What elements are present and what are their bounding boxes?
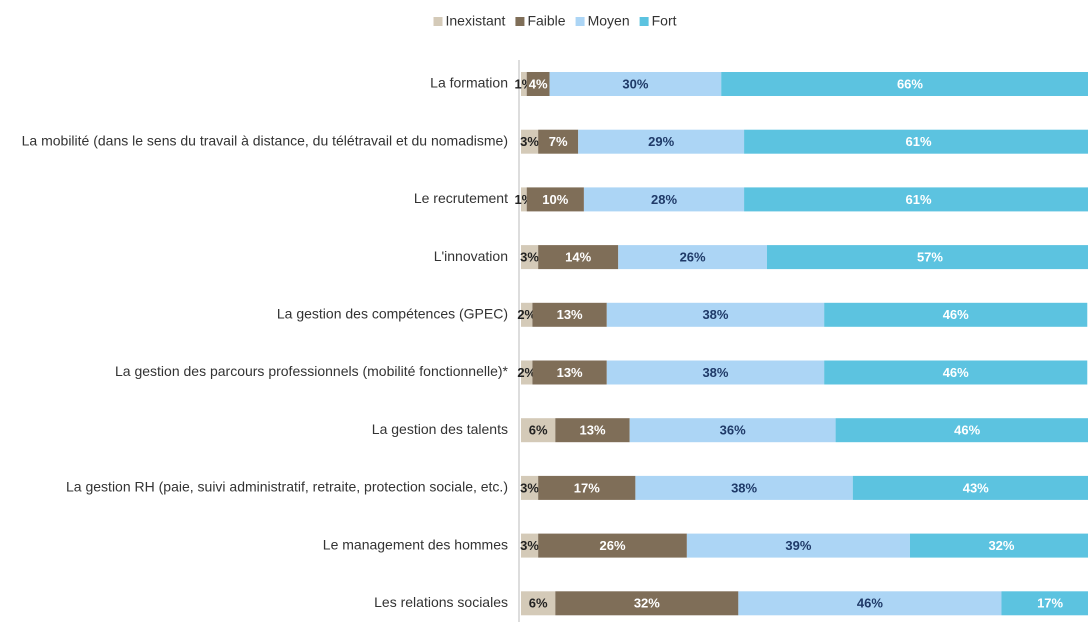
bar-segment xyxy=(555,418,630,443)
legend-swatch xyxy=(515,17,525,26)
value-label: 38% xyxy=(702,365,728,380)
legend-swatch xyxy=(639,17,649,26)
category-label: La gestion RH (paie, suivi administratif… xyxy=(66,479,508,495)
bar-segment xyxy=(583,187,745,212)
value-label: 2% xyxy=(517,365,536,380)
value-label: 7% xyxy=(549,134,568,149)
value-label: 46% xyxy=(943,365,969,380)
category-label: La gestion des talents xyxy=(372,421,508,437)
value-label: 17% xyxy=(1037,596,1063,611)
category-label: La gestion des compétences (GPEC) xyxy=(277,306,508,322)
value-label: 30% xyxy=(622,76,648,91)
bar-segment xyxy=(521,187,527,212)
value-label: 26% xyxy=(680,250,706,265)
value-label: 46% xyxy=(857,596,883,611)
bar-segment xyxy=(909,533,1088,558)
value-label: 2% xyxy=(517,307,536,322)
bar-segment xyxy=(824,360,1088,385)
value-label: 6% xyxy=(529,423,548,438)
category-label: L'innovation xyxy=(434,248,508,264)
value-label: 39% xyxy=(785,538,811,553)
value-label: 4% xyxy=(529,76,548,91)
category-label: Le management des hommes xyxy=(323,536,508,552)
bar-segment xyxy=(721,72,1088,96)
value-label: 46% xyxy=(954,423,980,438)
bar-segment xyxy=(824,302,1088,327)
bar-segment xyxy=(629,418,836,443)
bar-segment xyxy=(521,475,539,500)
value-label: 6% xyxy=(529,596,548,611)
category-label: La mobilité (dans le sens du travail à d… xyxy=(22,132,508,148)
category-label: La formation xyxy=(430,75,508,91)
bar-segment xyxy=(606,360,825,385)
bar-segment xyxy=(526,72,550,96)
value-label: 57% xyxy=(917,250,943,265)
bar-segment xyxy=(744,129,1088,154)
value-label: 61% xyxy=(906,134,932,149)
value-label: 38% xyxy=(702,307,728,322)
bar-segment xyxy=(538,475,636,500)
value-label: 66% xyxy=(897,76,923,91)
legend-label: Inexistant xyxy=(446,13,506,29)
bar-segment xyxy=(521,360,533,385)
bar-segment xyxy=(618,245,767,270)
category-label: Le recrutement xyxy=(414,190,508,206)
value-label: 46% xyxy=(943,307,969,322)
value-label: 14% xyxy=(565,250,591,265)
value-label: 38% xyxy=(731,480,757,495)
bar-segment xyxy=(521,245,539,270)
bar-segment xyxy=(521,129,539,154)
value-label: 26% xyxy=(600,538,626,553)
value-label: 28% xyxy=(651,192,677,207)
bar-segment xyxy=(538,245,619,270)
category-label: La gestion des parcours professionnels (… xyxy=(115,363,509,379)
bar-segment xyxy=(532,302,607,327)
bar-segment xyxy=(526,187,584,212)
value-label: 43% xyxy=(963,480,989,495)
bar-segment xyxy=(521,533,539,558)
value-label: 3% xyxy=(520,538,539,553)
bar-segment xyxy=(738,591,1002,616)
legend-swatch xyxy=(433,17,443,26)
bar-segment xyxy=(578,129,745,154)
bar-segment xyxy=(1001,591,1088,616)
bar-segment xyxy=(686,533,910,558)
value-label: 13% xyxy=(557,365,583,380)
bar-segment xyxy=(852,475,1088,500)
value-label: 32% xyxy=(634,596,660,611)
value-label: 61% xyxy=(906,192,932,207)
value-label: 13% xyxy=(557,307,583,322)
bar-segment xyxy=(766,245,1088,270)
bar-segment xyxy=(555,591,739,616)
bar-segment xyxy=(538,533,687,558)
bar-segment xyxy=(532,360,607,385)
value-label: 13% xyxy=(579,423,605,438)
legend-label: Moyen xyxy=(588,13,630,29)
legend-label: Faible xyxy=(527,13,565,29)
bar-segment xyxy=(635,475,853,500)
value-label: 3% xyxy=(520,250,539,265)
value-label: 3% xyxy=(520,480,539,495)
bar-segment xyxy=(549,72,722,96)
value-label: 36% xyxy=(720,423,746,438)
bar-segment xyxy=(521,591,556,616)
value-label: 3% xyxy=(520,134,539,149)
legend-label: Fort xyxy=(652,13,677,29)
bar-segment xyxy=(521,302,533,327)
category-label: Les relations sociales xyxy=(374,594,508,610)
bar-segment xyxy=(606,302,825,327)
legend-swatch xyxy=(575,17,585,26)
bar-segment xyxy=(521,418,556,443)
value-label: 17% xyxy=(574,480,600,495)
bar-segment xyxy=(521,72,527,96)
bar-segment xyxy=(744,187,1088,212)
bar-segment xyxy=(538,129,579,154)
value-label: 10% xyxy=(542,192,568,207)
value-label: 32% xyxy=(988,538,1014,553)
bar-segment xyxy=(835,418,1088,443)
value-label: 29% xyxy=(648,134,674,149)
